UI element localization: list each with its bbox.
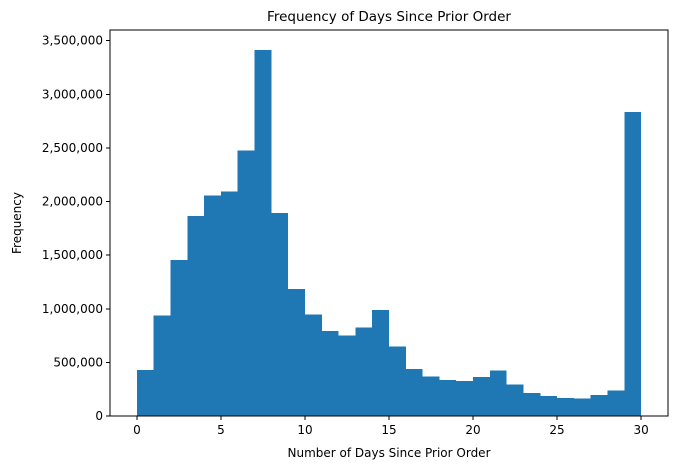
histogram-bar xyxy=(355,327,373,416)
bars-layer xyxy=(136,49,642,417)
histogram-bar xyxy=(590,395,608,416)
histogram-bar xyxy=(237,150,255,416)
histogram-bar xyxy=(288,288,305,416)
y-axis-label: Frequency xyxy=(10,192,24,254)
histogram-bar xyxy=(506,384,524,416)
histogram-bar xyxy=(540,396,558,416)
y-tick-label: 0 xyxy=(95,409,103,423)
histogram-bar xyxy=(405,368,423,416)
histogram-bar xyxy=(321,330,339,416)
y-tick-label: 1,000,000 xyxy=(42,302,103,316)
histogram-bar xyxy=(338,335,356,416)
x-tick-label: 10 xyxy=(297,423,312,437)
histogram-bar xyxy=(254,49,272,416)
histogram-bar xyxy=(170,259,188,416)
histogram-bar xyxy=(220,191,238,416)
histogram-bar xyxy=(607,390,625,416)
x-tick-label: 15 xyxy=(381,423,396,437)
y-tick-label: 3,000,000 xyxy=(42,87,103,101)
histogram-bar xyxy=(304,314,322,416)
histogram-bar xyxy=(187,216,205,416)
y-tick-label: 2,000,000 xyxy=(42,195,103,209)
histogram-bar xyxy=(136,369,154,416)
histogram-bar xyxy=(204,195,221,416)
histogram-bar xyxy=(422,376,440,416)
histogram-bar xyxy=(456,381,474,416)
histogram-bar xyxy=(439,380,457,416)
histogram-bar xyxy=(372,309,389,416)
histogram-bar xyxy=(557,397,574,416)
y-tick-label: 3,500,000 xyxy=(42,34,103,48)
histogram-bar xyxy=(523,392,541,416)
x-tick-label: 0 xyxy=(133,423,141,437)
y-tick-label: 2,500,000 xyxy=(42,141,103,155)
plot-frame xyxy=(109,29,669,417)
histogram-bar xyxy=(389,346,406,416)
x-tick-label: 20 xyxy=(465,423,480,437)
histogram-bar xyxy=(573,398,591,416)
histogram-bar xyxy=(489,370,507,416)
histogram-bar xyxy=(624,112,642,417)
chart-title: Frequency of Days Since Prior Order xyxy=(267,9,511,25)
x-axis-ticks: 0 5 10 15 20 25 30 xyxy=(133,416,649,437)
y-axis-ticks: 0 500,000 1,000,000 1,500,000 2,000,000 2,500… xyxy=(42,34,110,423)
histogram-bar xyxy=(271,212,289,416)
histogram-bar xyxy=(153,315,171,416)
y-tick-label: 500,000 xyxy=(53,355,103,369)
x-tick-label: 5 xyxy=(217,423,225,437)
x-axis-label: Number of Days Since Prior Order xyxy=(288,446,491,460)
x-tick-label: 25 xyxy=(549,423,564,437)
y-tick-label: 1,500,000 xyxy=(42,248,103,262)
x-tick-label: 30 xyxy=(633,423,648,437)
histogram-bar xyxy=(473,376,490,416)
